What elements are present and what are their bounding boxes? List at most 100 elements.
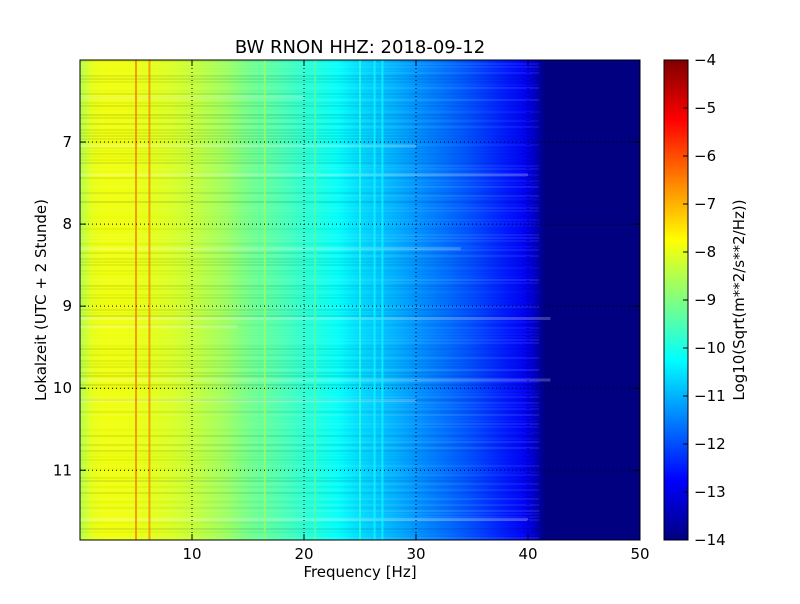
texture-row [80,372,540,374]
texture-row [80,210,540,212]
texture-row [80,240,540,242]
texture-row [80,63,540,65]
colorbar-tick-label: −9 [694,291,716,309]
y-tick-label: 9 [62,297,72,315]
texture-row [80,234,540,236]
y-tick-label: 8 [62,215,72,233]
x-axis: 10 20 30 40 50 [182,60,650,563]
texture-row [80,537,540,539]
texture-row [80,192,540,194]
texture-row [80,315,540,317]
texture-row [80,444,540,446]
narrowband-line [381,60,384,540]
narrowband-line [359,60,361,540]
texture-row [80,180,540,182]
texture-row [80,138,540,140]
texture-row [80,459,540,461]
texture-row [80,384,540,386]
texture-row [80,219,540,221]
texture-row [80,174,540,176]
texture-row [80,396,540,398]
texture-row [80,105,540,107]
texture-row [80,228,540,230]
texture-row [80,126,540,128]
colorbar-tick-label: −11 [694,387,726,405]
y-axis: 7 8 9 10 11 [53,133,640,479]
texture-row [80,207,540,209]
plot-frame [79,59,641,541]
texture-row [80,447,540,449]
texture-row [80,450,540,452]
colorbar-tick-label: −14 [694,531,726,549]
texture-row [80,285,540,287]
time-band [80,144,416,148]
texture-row [80,411,540,413]
texture-row [80,474,540,476]
texture-row [80,327,540,329]
texture-row [80,201,540,203]
texture-row [80,114,540,116]
chart-title: BW RNON HHZ: 2018-09-12 [235,37,485,58]
texture-row [80,87,540,89]
texture-row [80,117,540,119]
texture-row [80,375,540,377]
colorbar-tick-label: −10 [694,339,726,357]
colorbar-label: Log10(Sqrt(m**2/s**2/Hz)) [730,199,748,400]
texture-row [80,465,540,467]
texture-row [80,342,540,344]
texture-row [80,279,540,281]
texture-row [80,129,540,131]
texture-row [80,489,540,491]
y-axis-label: Lokalzeit (UTC + 2 Stunde) [32,199,50,401]
texture-row [80,387,540,389]
y-tick-label: 10 [53,379,72,397]
texture-row [80,99,540,101]
texture-row [80,402,540,404]
narrowband-line [135,60,137,540]
texture-row [80,369,540,371]
x-tick-label: 50 [630,545,649,563]
colorbar-tick-label: −12 [694,435,726,453]
texture-row [80,249,540,251]
texture-row [80,507,540,509]
texture-row [80,510,540,512]
narrowband-line [148,60,151,540]
texture-row [80,483,540,485]
texture-row [80,195,540,197]
texture-row [80,93,540,95]
texture-row [80,399,540,401]
texture-row [80,177,540,179]
narrowband-line [373,60,376,540]
colorbar-tick-label: −6 [694,147,716,165]
texture-row [80,309,540,311]
texture-row [80,66,540,68]
texture-row [80,258,540,260]
texture-row [80,348,540,350]
texture-row [80,354,540,356]
texture-row [80,435,540,437]
texture-row [80,120,540,122]
texture-row [80,261,540,263]
texture-row [80,477,540,479]
colorbar-tick-label: −13 [694,483,726,501]
texture-row [80,144,540,146]
texture-row [80,81,540,83]
x-tick-label: 40 [518,545,537,563]
texture-row [80,414,540,416]
time-band [80,247,461,251]
texture-row [80,282,540,284]
texture-row [80,60,540,62]
colorbar-tick-label: −8 [694,243,716,261]
texture-row [80,480,540,482]
texture-row [80,339,540,341]
y-tick-label: 11 [53,461,72,479]
texture-row [80,363,540,365]
texture-row [80,168,540,170]
texture-row [80,132,540,134]
texture-row [80,423,540,425]
texture-row [80,162,540,164]
texture-row [80,78,540,80]
texture-row [80,252,540,254]
